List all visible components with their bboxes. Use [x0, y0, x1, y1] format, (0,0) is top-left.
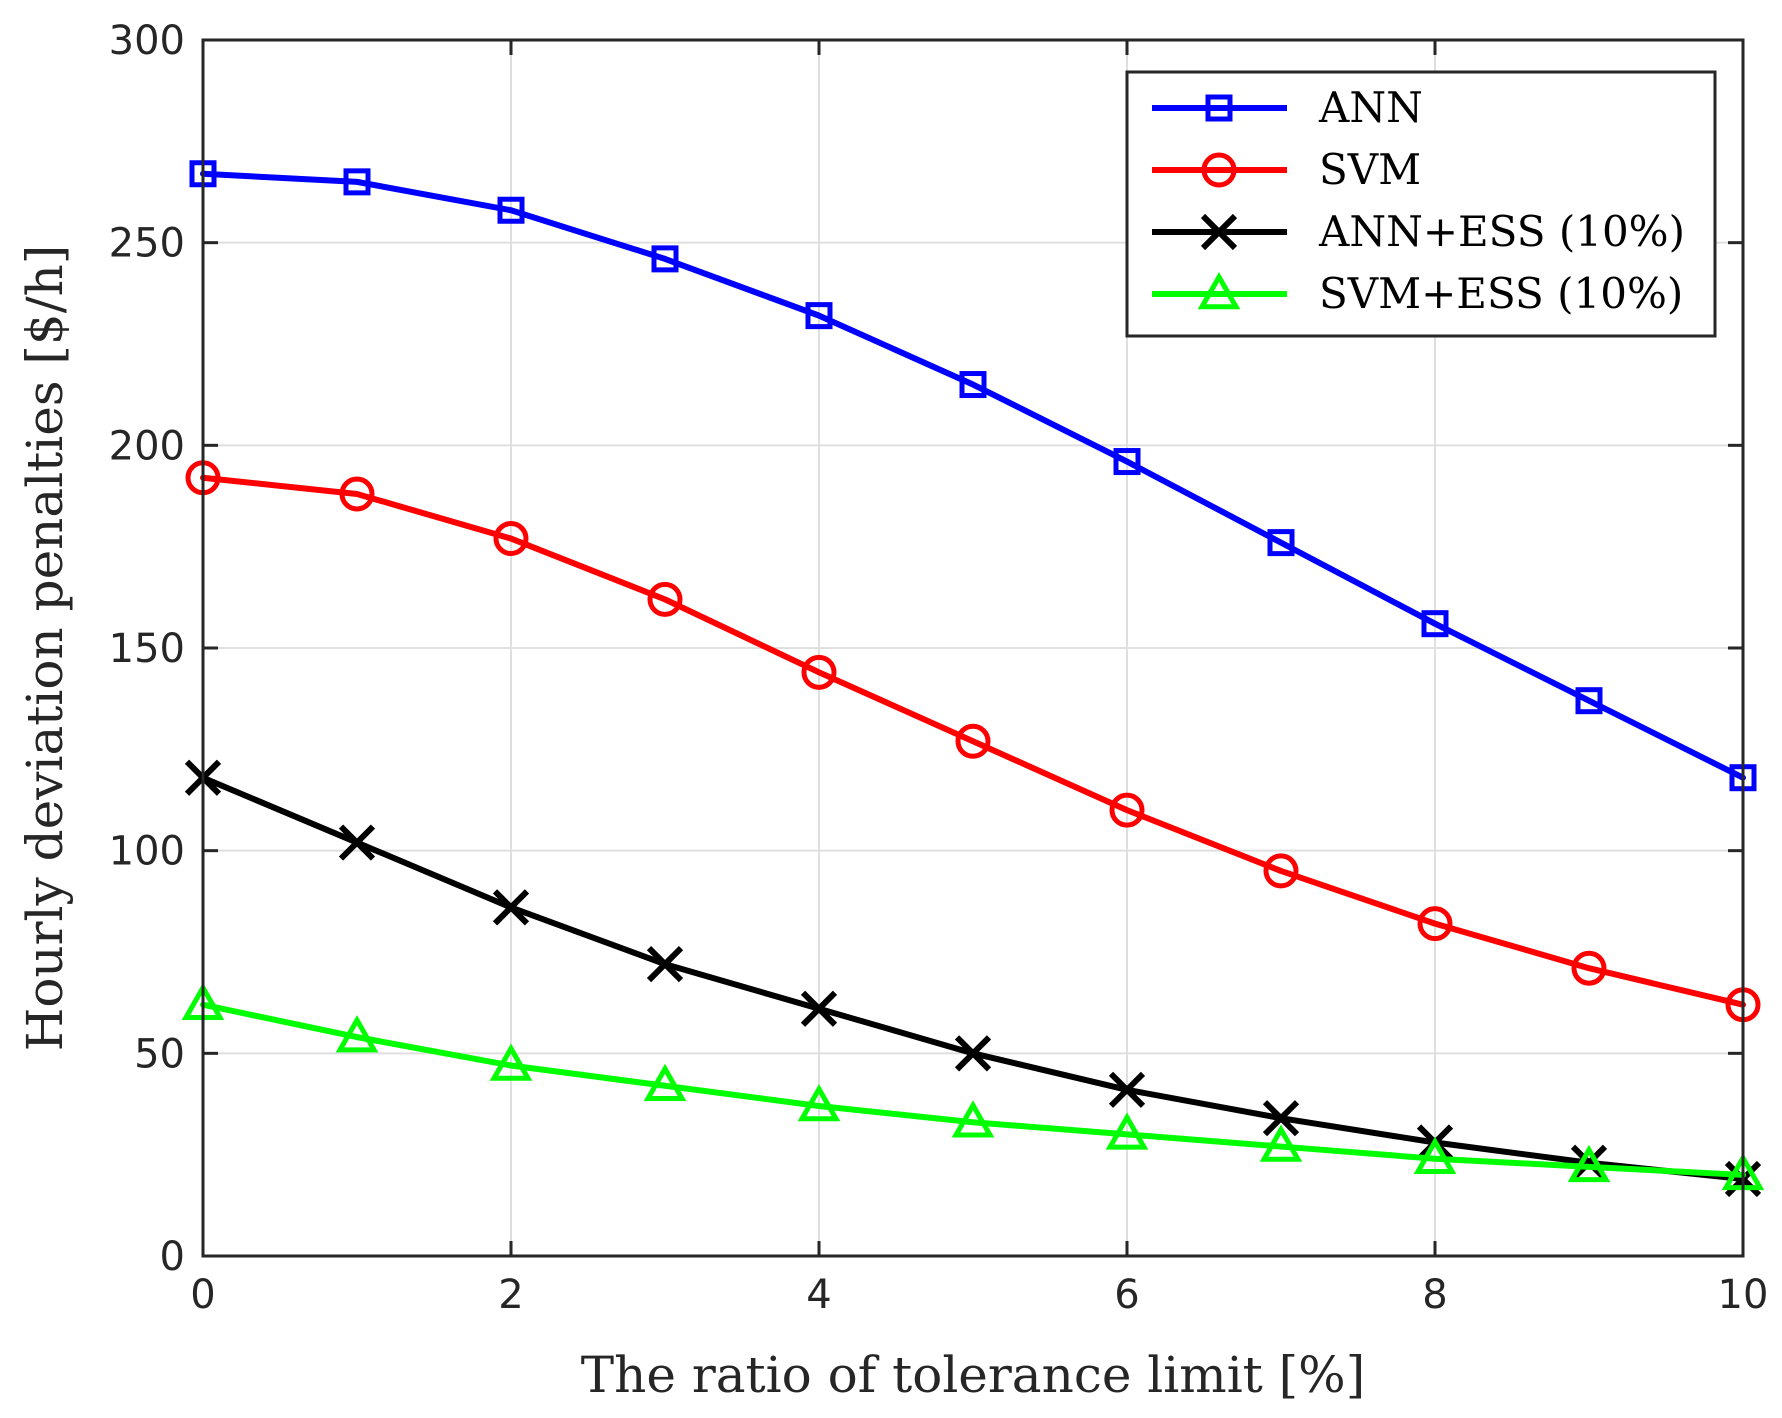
data-point	[646, 946, 684, 983]
y-tick-label: 250	[109, 221, 185, 267]
legend-label: SVM	[1319, 145, 1421, 194]
y-tick-label: 200	[109, 423, 185, 469]
y-tick-label: 50	[134, 1031, 185, 1077]
x-axis-label: The ratio of tolerance limit [%]	[581, 1346, 1365, 1404]
legend-label: SVM+ESS (10%)	[1319, 269, 1683, 318]
x-tick-label: 0	[190, 1272, 215, 1318]
legend-item: ANN+ESS (10%)	[1152, 207, 1685, 256]
data-point	[955, 723, 991, 759]
legend-item: ANN	[1152, 83, 1423, 132]
x-tick-label: 4	[806, 1272, 831, 1318]
legend: ANN SVM ANN+ESS (10%) SVM+ESS (10%)	[1125, 70, 1717, 338]
series-layer	[181, 160, 1765, 1198]
y-tick-label: 150	[109, 626, 185, 672]
series-ann	[189, 160, 1757, 792]
data-point	[951, 1100, 995, 1138]
y-tick-label: 300	[109, 18, 185, 64]
data-point	[1575, 687, 1603, 715]
data-point	[1109, 792, 1145, 828]
data-point	[1108, 1071, 1146, 1108]
data-point	[1567, 1144, 1611, 1183]
data-point	[800, 990, 838, 1027]
series-ann-ess-10-	[184, 759, 1762, 1198]
data-point	[1417, 906, 1453, 942]
y-axis-label: Hourly deviation penalties [$/h]	[16, 245, 74, 1052]
series-line	[200, 474, 1746, 1008]
data-point	[489, 1043, 533, 1081]
legend-marker	[1197, 271, 1241, 310]
data-point	[954, 1035, 992, 1072]
x-tick-label: 8	[1422, 1272, 1447, 1318]
data-point	[797, 1083, 841, 1122]
data-point	[1421, 610, 1449, 638]
legend-label: ANN	[1318, 83, 1423, 132]
legend-item: SVM	[1152, 145, 1421, 194]
data-point	[493, 521, 529, 557]
series-line	[200, 1001, 1746, 1178]
data-point	[343, 168, 371, 196]
data-point	[1105, 1112, 1149, 1150]
legend-marker	[1205, 94, 1233, 122]
data-point	[1113, 448, 1141, 476]
data-point	[1413, 1136, 1457, 1174]
data-point	[338, 824, 376, 861]
legend-marker	[1201, 152, 1237, 188]
data-point	[335, 1015, 379, 1053]
data-point	[1571, 950, 1607, 986]
y-tick-label: 100	[109, 829, 185, 875]
series-line	[200, 170, 1746, 781]
series-svm-ess-10-	[181, 982, 1765, 1191]
data-point	[1267, 529, 1295, 557]
x-tick-label: 10	[1718, 1272, 1769, 1318]
data-point	[805, 302, 833, 330]
data-point	[647, 581, 683, 617]
data-point	[1262, 1100, 1300, 1137]
x-tick-label: 2	[498, 1272, 523, 1318]
data-point	[497, 196, 525, 224]
data-point	[1259, 1124, 1303, 1162]
data-point	[1263, 853, 1299, 889]
y-tick-label: 0	[160, 1234, 185, 1280]
data-point	[492, 889, 530, 926]
legend-item: SVM+ESS (10%)	[1152, 269, 1683, 318]
legend-label: ANN+ESS (10%)	[1318, 207, 1685, 256]
data-point	[643, 1063, 687, 1102]
data-point	[959, 371, 987, 399]
data-point	[339, 476, 375, 512]
data-point	[651, 245, 679, 273]
data-point	[801, 654, 837, 690]
x-tick-label: 6	[1114, 1272, 1139, 1318]
legend-marker	[1200, 213, 1238, 251]
